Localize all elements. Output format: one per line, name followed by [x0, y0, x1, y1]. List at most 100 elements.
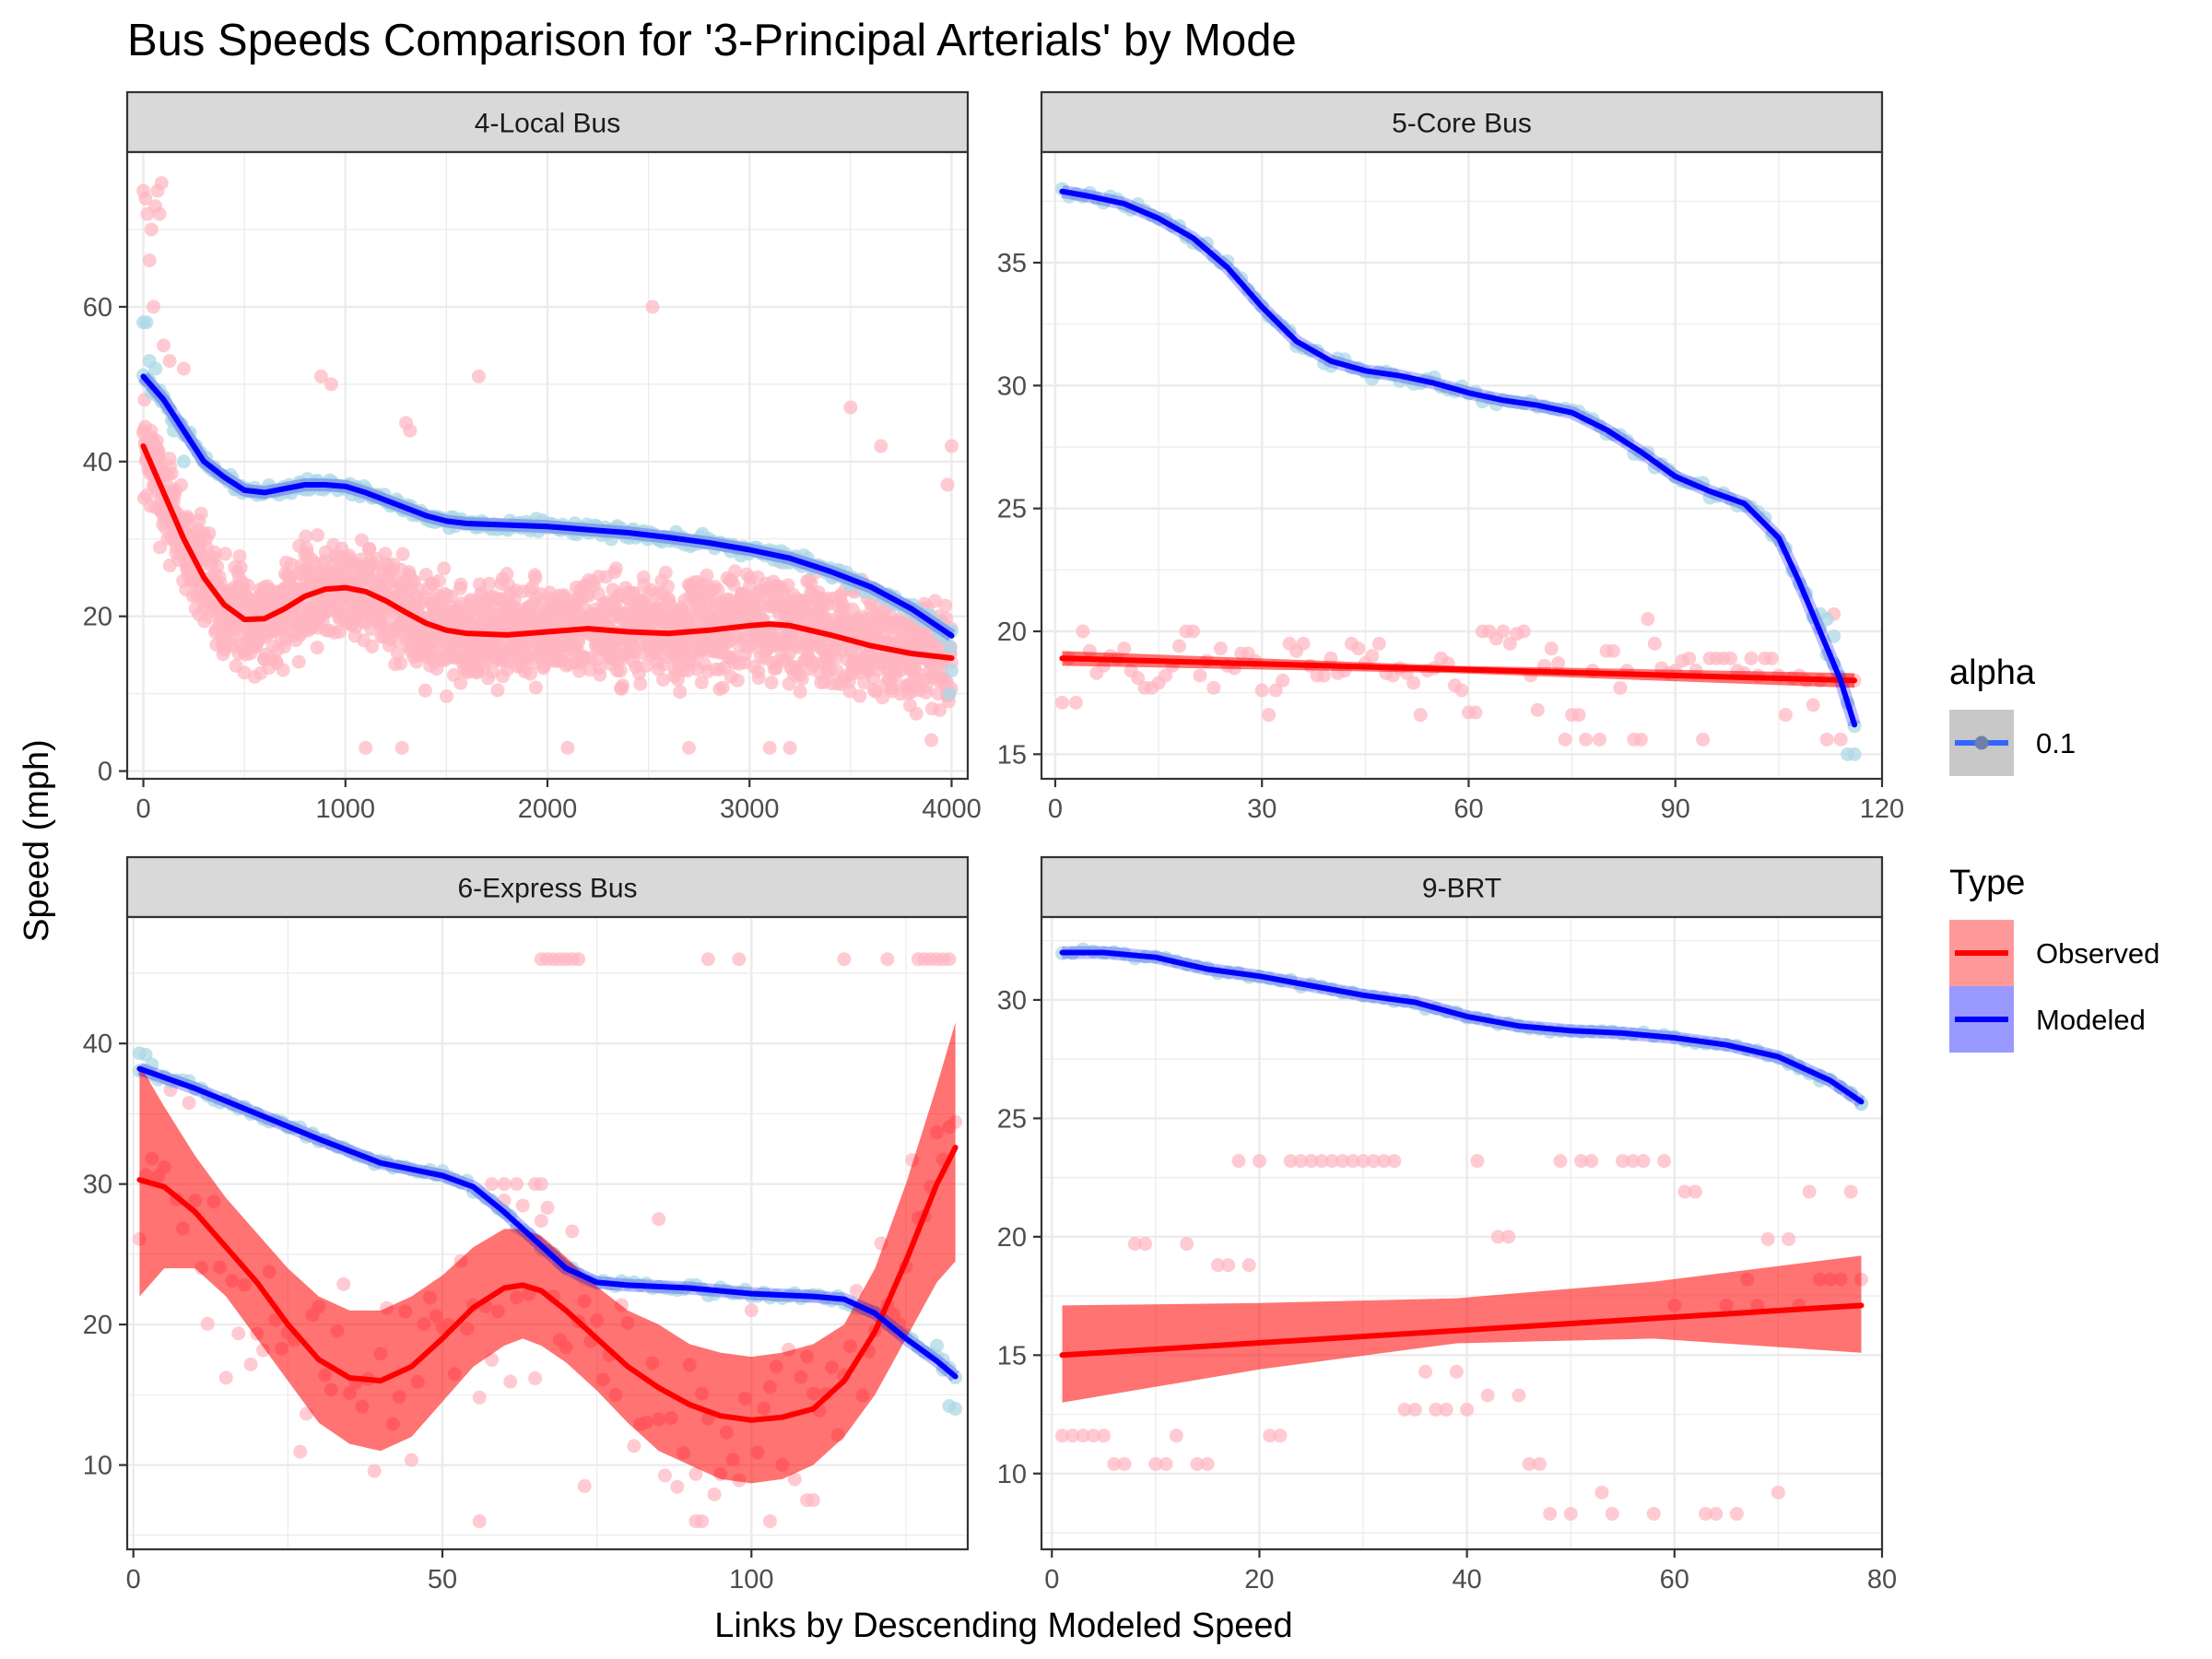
modeled-point: [139, 315, 154, 330]
observed-point: [1304, 1154, 1319, 1169]
observed-point: [1429, 1402, 1443, 1417]
observed-point: [182, 512, 196, 526]
observed-point: [218, 547, 232, 561]
modeled-point: [145, 1057, 159, 1072]
modeled-smooth-line: [1059, 949, 1865, 1105]
y-tick-label: 20: [997, 1223, 1027, 1253]
observed-point: [162, 354, 177, 369]
observed-point: [670, 1479, 685, 1494]
observed-point: [1571, 708, 1586, 723]
observed-point: [658, 565, 673, 580]
observed-point: [293, 1444, 308, 1459]
x-tick-label: 0: [1048, 794, 1063, 824]
observed-point: [1213, 641, 1228, 656]
y-tick-label: 30: [997, 986, 1027, 1016]
facet-panel: 4-Local Bus 0 1000 2000 3000 4000 0 20 40 60: [83, 90, 982, 824]
observed-point: [732, 952, 747, 967]
observed-point: [241, 579, 255, 594]
observed-point: [394, 740, 409, 755]
observed-point: [365, 639, 380, 653]
observed-point: [437, 561, 452, 576]
observed-point: [655, 673, 670, 688]
observed-point: [299, 529, 313, 544]
modeled-smooth-line: [140, 373, 955, 639]
observed-point: [291, 654, 306, 669]
observed-point: [1584, 1154, 1599, 1169]
chart-title: Bus Speeds Comparison for '3-Principal A…: [127, 16, 1297, 65]
modeled-point: [148, 361, 163, 376]
observed-point: [1324, 1154, 1339, 1169]
observed-point: [1449, 1364, 1464, 1379]
y-tick-label: 15: [997, 740, 1027, 770]
y-tick-label: 30: [997, 371, 1027, 401]
observed-point: [938, 598, 953, 613]
observed-point: [560, 740, 575, 755]
observed-point: [1206, 680, 1221, 695]
legend-key-point: [1974, 735, 1989, 750]
observed-point: [1316, 668, 1331, 683]
y-tick-label: 0: [98, 758, 112, 787]
observed-point: [1107, 1457, 1122, 1472]
legend-type-label: Modeled: [2036, 1004, 2146, 1036]
y-tick-label: 60: [83, 293, 112, 323]
observed-points: [1055, 1154, 1868, 1521]
y-tick-label: 20: [83, 603, 112, 632]
modeled-point: [943, 640, 958, 654]
observed-point: [1657, 1154, 1672, 1169]
observed-point: [681, 740, 696, 755]
observed-point: [404, 1453, 418, 1467]
observed-point: [202, 526, 217, 541]
observed-point: [613, 664, 628, 678]
observed-point: [1387, 1154, 1402, 1169]
y-tick-label: 35: [997, 249, 1027, 278]
observed-point: [652, 1212, 666, 1227]
observed-point: [565, 1224, 580, 1239]
y-tick-label: 20: [997, 618, 1027, 647]
observed-point: [1252, 1154, 1266, 1169]
observed-point: [1366, 1154, 1381, 1169]
observed-point: [695, 1514, 710, 1529]
observed-point: [1782, 1231, 1796, 1246]
observed-point: [174, 477, 189, 492]
observed-point: [616, 678, 630, 693]
modeled-point: [138, 1047, 153, 1062]
observed-point: [1646, 1506, 1661, 1521]
observed-point: [1558, 732, 1572, 747]
observed-point: [1636, 1154, 1651, 1169]
observed-point: [1055, 1429, 1070, 1443]
observed-point: [1760, 1231, 1775, 1246]
observed-point: [1833, 732, 1848, 747]
observed-point: [762, 740, 777, 755]
modeled-point: [948, 1402, 963, 1417]
observed-point: [853, 688, 867, 703]
observed-point: [359, 740, 373, 755]
observed-point: [1418, 1364, 1433, 1379]
observed-point: [1293, 1154, 1308, 1169]
observed-point: [1180, 1237, 1194, 1252]
observed-point: [1682, 651, 1697, 665]
observed-point: [707, 1487, 722, 1501]
observed-point: [762, 1514, 777, 1529]
panel-border: [125, 915, 970, 1551]
observed-point: [1262, 708, 1277, 723]
observed-point: [1148, 1457, 1163, 1472]
observed-point: [764, 676, 779, 690]
x-axis-title: Links by Descending Modeled Speed: [714, 1606, 1292, 1645]
observed-point: [1065, 1429, 1080, 1443]
observed-point: [528, 1371, 543, 1385]
observed-point: [933, 702, 947, 717]
observed-point: [233, 560, 248, 575]
observed-point: [1647, 636, 1662, 651]
observed-point: [924, 733, 939, 747]
facet-strip-label: 9-BRT: [1422, 874, 1501, 904]
x-tick-label: 30: [1247, 794, 1277, 824]
observed-point: [144, 222, 159, 237]
observed-point: [1397, 1402, 1412, 1417]
observed-point: [1771, 1485, 1785, 1500]
observed-point: [500, 567, 514, 582]
observed-point: [182, 1096, 196, 1111]
observed-point: [880, 952, 895, 967]
observed-point: [1086, 1429, 1100, 1443]
observed-point: [1468, 705, 1483, 720]
